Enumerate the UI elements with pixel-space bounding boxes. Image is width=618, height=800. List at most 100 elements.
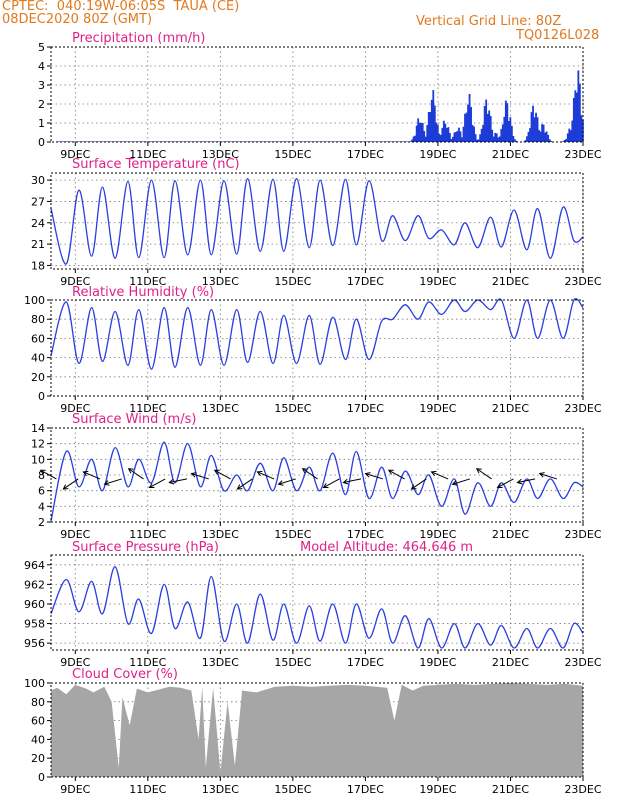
- precipitation-bar: [423, 131, 426, 142]
- precipitation-bar: [429, 112, 432, 142]
- precipitation-bar: [93, 141, 96, 142]
- precipitation-bar: [430, 99, 433, 142]
- precipitation-bar: [455, 131, 457, 142]
- precipitation-bar: [510, 125, 513, 142]
- precipitation-bar: [157, 141, 160, 142]
- station-label: CPTEC: 040:19W-06:05S TAUA (CE): [2, 0, 240, 14]
- humidity-xtick-label: 13DEC: [202, 402, 239, 415]
- precipitation-bar: [482, 124, 485, 142]
- wind-arrow-head: [236, 484, 243, 490]
- precipitation-bar: [278, 141, 281, 142]
- humidity-xtick-label: 19DEC: [419, 402, 456, 415]
- precipitation-bar: [241, 141, 244, 142]
- precipitation-bar: [474, 134, 477, 142]
- precipitation-bar: [193, 141, 196, 142]
- precipitation-bar: [373, 141, 376, 142]
- precipitation-bar: [578, 83, 581, 142]
- temperature-ytick-label: 27: [31, 195, 45, 208]
- wind-arrow: [237, 478, 253, 490]
- temperature-ytick-label: 18: [31, 259, 45, 272]
- wind-xtick-label: 19DEC: [419, 528, 456, 541]
- precipitation-bar: [397, 141, 400, 142]
- cloud-xtick-label: 23DEC: [564, 783, 601, 796]
- temperature-ytick-label: 21: [31, 238, 45, 251]
- temperature-xtick-label: 13DEC: [202, 275, 239, 288]
- humidity-frame: [50, 299, 584, 397]
- pressure-xtick-label: 17DEC: [347, 656, 384, 669]
- precipitation-bar: [358, 141, 361, 142]
- precipitation-bar: [290, 141, 293, 142]
- model-label: TQ0126L028: [516, 28, 600, 43]
- wind-arrow: [323, 478, 340, 488]
- precipitation-bar: [213, 141, 216, 142]
- pressure-xtick-label: 15DEC: [274, 656, 311, 669]
- humidity-ytick-label: 80: [31, 313, 45, 326]
- precipitation-bar: [393, 141, 395, 142]
- precipitation-bar: [341, 141, 344, 142]
- precipitation-bar: [254, 141, 256, 142]
- precipitation-bar: [266, 141, 268, 142]
- cloud-ytick-label: 80: [31, 696, 45, 709]
- precipitation-bar: [412, 136, 415, 142]
- precipitation-bar: [476, 139, 479, 142]
- precipitation-bar: [190, 141, 193, 142]
- precipitation-bar: [492, 136, 495, 142]
- pressure-ytick-label: 960: [24, 598, 45, 611]
- precipitation-bar: [504, 100, 507, 142]
- precipitation-bar: [158, 141, 161, 142]
- precipitation-bar: [338, 141, 341, 142]
- wind-arrow: [104, 478, 122, 485]
- wind-arrow: [539, 473, 558, 480]
- precipitation-bar: [98, 141, 101, 142]
- wind-arrow-head: [301, 468, 308, 474]
- precipitation-bar: [394, 141, 397, 142]
- temperature-line: [50, 178, 584, 265]
- cloud-xtick-label: 11DEC: [129, 783, 166, 796]
- precipitation-bar: [409, 141, 412, 142]
- precipitation-bar: [497, 137, 500, 142]
- pressure-line: [50, 566, 584, 649]
- wind-xtick-label: 17DEC: [347, 528, 384, 541]
- precipitation-bar: [77, 141, 80, 142]
- precipitation-bar: [483, 106, 486, 142]
- precipitation-bar: [532, 105, 534, 142]
- precipitation-bar: [130, 141, 132, 142]
- precipitation-bar: [269, 141, 271, 142]
- precipitation-bar: [382, 141, 385, 142]
- run-label: 08DEC2020 80Z (GMT): [2, 12, 153, 27]
- precipitation-bar: [427, 112, 430, 142]
- precipitation-bar: [467, 104, 469, 142]
- wind-arrow: [452, 478, 471, 485]
- precipitation-bar: [415, 125, 418, 142]
- precipitation-bar: [509, 117, 512, 142]
- grid-note: Vertical Grid Line: 80Z: [416, 14, 562, 29]
- precipitation-bar: [285, 141, 288, 142]
- precipitation-bar: [349, 141, 352, 142]
- cloud-ytick-label: 40: [31, 733, 45, 746]
- precipitation-bar: [500, 128, 503, 142]
- precipitation-bar: [361, 141, 364, 142]
- pressure-ytick-label: 962: [24, 578, 45, 591]
- precipitation-bar: [533, 117, 536, 142]
- precipitation-bar: [489, 116, 492, 142]
- wind-arrow: [257, 471, 275, 480]
- precipitation-bar: [515, 140, 518, 142]
- precipitation-bar: [57, 141, 60, 142]
- precipitation-bar: [202, 141, 205, 142]
- precipitation-bar: [334, 141, 336, 142]
- precipitation-xtick-label: 13DEC: [202, 148, 239, 161]
- precipitation-bar: [370, 141, 373, 142]
- wind-ytick-label: 14: [31, 422, 45, 435]
- wind-arrow: [128, 468, 144, 480]
- wind-arrow: [388, 469, 405, 480]
- precipitation-xtick-label: 15DEC: [274, 148, 311, 161]
- precipitation-bar: [452, 136, 454, 142]
- precipitation-bar: [246, 141, 249, 142]
- pressure-frame: [50, 554, 584, 651]
- precipitation-ytick-label: 2: [38, 98, 45, 111]
- precipitation-bar: [181, 141, 184, 142]
- precipitation-bar: [142, 141, 145, 142]
- precipitation-bar: [439, 135, 442, 142]
- precipitation-bar: [297, 141, 300, 142]
- precipitation-bar: [575, 92, 578, 142]
